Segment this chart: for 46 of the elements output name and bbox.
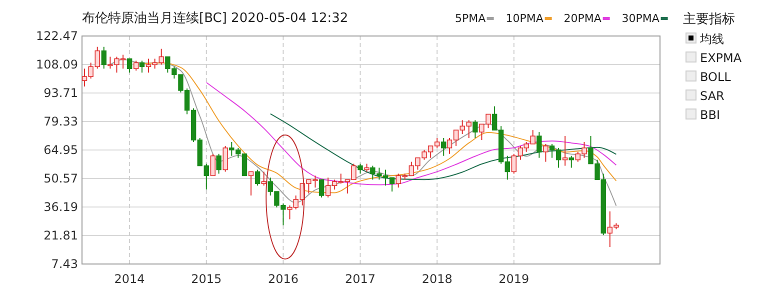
y-tick-label: 50.57 [44, 172, 78, 186]
y-tick-label: 64.95 [44, 143, 78, 158]
candlestick [543, 143, 548, 162]
x-tick-label: 2018 [422, 272, 452, 286]
y-tick-label: 122.47 [36, 29, 78, 44]
candlestick [318, 179, 324, 198]
candlestick [133, 60, 139, 72]
x-tick-label: 2019 [498, 272, 530, 286]
x-tick-label: 2015 [191, 272, 222, 286]
text: 均线 [699, 32, 724, 46]
text: BOLL [700, 70, 732, 84]
candlestick [261, 171, 266, 186]
candlestick [248, 171, 254, 196]
x-tick-label: 2017 [344, 272, 376, 286]
candlestick [568, 155, 574, 168]
text: EXPMA [700, 51, 742, 65]
candlestick [562, 136, 568, 166]
legend-label: 20PMA [564, 12, 602, 25]
line-series [270, 113, 617, 180]
candlestick [126, 58, 132, 74]
y-tick-label: 79.33 [44, 114, 78, 129]
legend-label: 30PMA [622, 12, 660, 25]
candlestick [139, 60, 145, 74]
y-tick-label: 21.81 [44, 228, 78, 243]
text: SAR [700, 89, 724, 103]
y-tick-label: 93.71 [44, 86, 78, 100]
candlestick [472, 120, 478, 139]
y-tick-label: 36.19 [44, 200, 78, 214]
y-tick-label: 7.43 [51, 257, 78, 272]
x-tick-label: 2016 [268, 272, 298, 286]
candlestick [441, 138, 446, 156]
candlestick [210, 153, 216, 176]
text: 主要指标 [683, 11, 735, 27]
candlestick [101, 46, 106, 70]
line-series [206, 82, 617, 186]
candlestick [222, 145, 228, 172]
candlestick [254, 169, 260, 186]
candlestick [358, 163, 363, 174]
text: BBI [700, 108, 720, 122]
legend-label: 10PMA [506, 12, 544, 25]
chart-title: 布伦特原油当月连续[BC] 2020-05-04 12:32 [82, 11, 348, 26]
legend-label: 5PMA [455, 12, 486, 25]
candlestick [536, 132, 542, 158]
candlestick [216, 153, 222, 174]
x-tick-label: 2014 [114, 272, 145, 286]
y-tick-label: 108.09 [36, 58, 78, 72]
